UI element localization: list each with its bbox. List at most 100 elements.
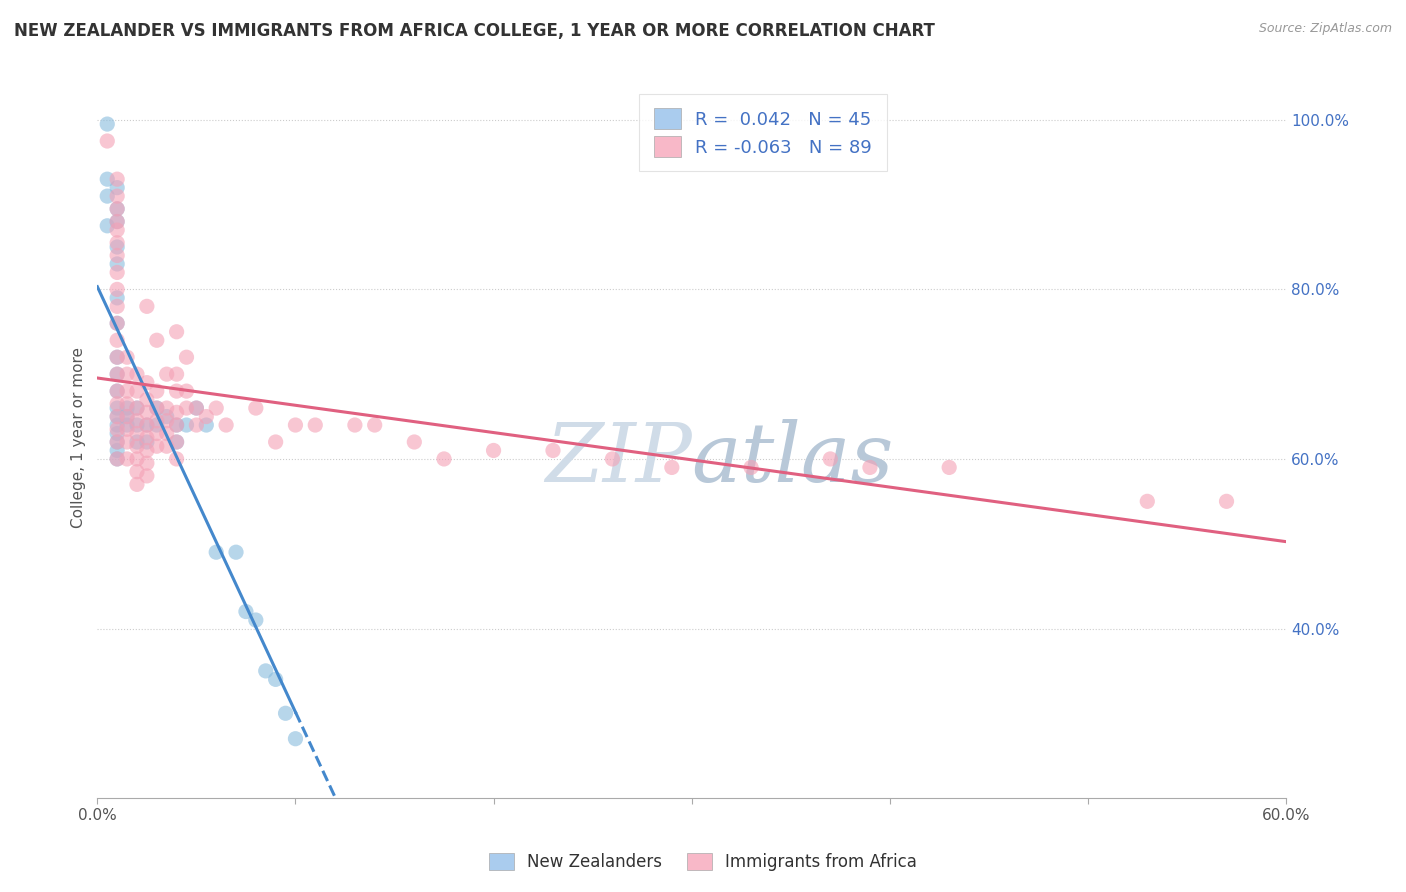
Point bbox=[115, 401, 138, 415]
Text: atlas: atlas bbox=[692, 419, 894, 500]
Point bbox=[176, 401, 198, 415]
Point bbox=[105, 316, 128, 330]
Point bbox=[115, 409, 138, 424]
Point bbox=[105, 435, 128, 450]
Point bbox=[135, 417, 157, 432]
Point bbox=[146, 439, 169, 453]
Point bbox=[135, 376, 157, 390]
Point bbox=[105, 435, 128, 450]
Point bbox=[602, 452, 624, 467]
Point bbox=[156, 409, 179, 424]
Point bbox=[125, 435, 148, 450]
Point bbox=[125, 439, 148, 453]
Point bbox=[105, 409, 128, 424]
Point bbox=[176, 350, 198, 364]
Text: ZIP: ZIP bbox=[544, 419, 692, 500]
Point bbox=[135, 392, 157, 407]
Point bbox=[166, 452, 188, 467]
Point bbox=[166, 435, 188, 450]
Point bbox=[125, 465, 148, 479]
Point bbox=[156, 401, 179, 415]
Point bbox=[125, 426, 148, 441]
Point bbox=[105, 316, 128, 330]
Point bbox=[105, 282, 128, 296]
Point bbox=[105, 350, 128, 364]
Point bbox=[146, 401, 169, 415]
Point bbox=[115, 422, 138, 436]
Point bbox=[135, 469, 157, 483]
Point bbox=[115, 397, 138, 411]
Point bbox=[176, 384, 198, 398]
Point bbox=[156, 439, 179, 453]
Point bbox=[820, 452, 842, 467]
Point bbox=[105, 214, 128, 228]
Point bbox=[166, 435, 188, 450]
Point bbox=[105, 443, 128, 458]
Point bbox=[166, 417, 188, 432]
Point bbox=[105, 240, 128, 254]
Point bbox=[284, 731, 307, 746]
Point bbox=[135, 435, 157, 450]
Point bbox=[115, 384, 138, 398]
Point bbox=[135, 443, 157, 458]
Point bbox=[115, 417, 138, 432]
Point bbox=[115, 409, 138, 424]
Point bbox=[363, 417, 385, 432]
Point bbox=[186, 417, 208, 432]
Text: Source: ZipAtlas.com: Source: ZipAtlas.com bbox=[1258, 22, 1392, 36]
Point bbox=[105, 452, 128, 467]
Point bbox=[146, 333, 169, 347]
Point bbox=[115, 435, 138, 450]
Point bbox=[105, 202, 128, 216]
Point bbox=[205, 545, 228, 559]
Point bbox=[186, 401, 208, 415]
Point bbox=[105, 409, 128, 424]
Point bbox=[105, 397, 128, 411]
Point bbox=[96, 134, 118, 148]
Point bbox=[166, 405, 188, 419]
Point bbox=[859, 460, 882, 475]
Point bbox=[156, 414, 179, 428]
Point bbox=[105, 350, 128, 364]
Point bbox=[740, 460, 762, 475]
Text: NEW ZEALANDER VS IMMIGRANTS FROM AFRICA COLLEGE, 1 YEAR OR MORE CORRELATION CHAR: NEW ZEALANDER VS IMMIGRANTS FROM AFRICA … bbox=[14, 22, 935, 40]
Point bbox=[195, 409, 218, 424]
Point bbox=[1215, 494, 1237, 508]
Point bbox=[105, 202, 128, 216]
Point bbox=[166, 384, 188, 398]
Point bbox=[96, 189, 118, 203]
Point bbox=[482, 443, 505, 458]
Point bbox=[105, 291, 128, 305]
Point bbox=[115, 350, 138, 364]
Point bbox=[146, 414, 169, 428]
Point bbox=[115, 367, 138, 381]
Point bbox=[105, 384, 128, 398]
Point bbox=[105, 426, 128, 441]
Point bbox=[96, 219, 118, 233]
Point bbox=[105, 172, 128, 186]
Point bbox=[105, 452, 128, 467]
Point bbox=[146, 384, 169, 398]
Point bbox=[105, 299, 128, 313]
Point bbox=[125, 367, 148, 381]
Point bbox=[186, 401, 208, 415]
Point bbox=[135, 405, 157, 419]
Y-axis label: College, 1 year or more: College, 1 year or more bbox=[72, 347, 86, 528]
Point bbox=[105, 367, 128, 381]
Point bbox=[105, 422, 128, 436]
Point bbox=[135, 417, 157, 432]
Point bbox=[541, 443, 564, 458]
Point bbox=[115, 452, 138, 467]
Point bbox=[125, 414, 148, 428]
Point bbox=[156, 367, 179, 381]
Point bbox=[125, 401, 148, 415]
Point bbox=[343, 417, 366, 432]
Point bbox=[105, 223, 128, 237]
Point bbox=[274, 706, 297, 721]
Point bbox=[146, 401, 169, 415]
Point bbox=[146, 417, 169, 432]
Point bbox=[146, 426, 169, 441]
Point bbox=[166, 417, 188, 432]
Point bbox=[125, 401, 148, 415]
Point bbox=[125, 477, 148, 491]
